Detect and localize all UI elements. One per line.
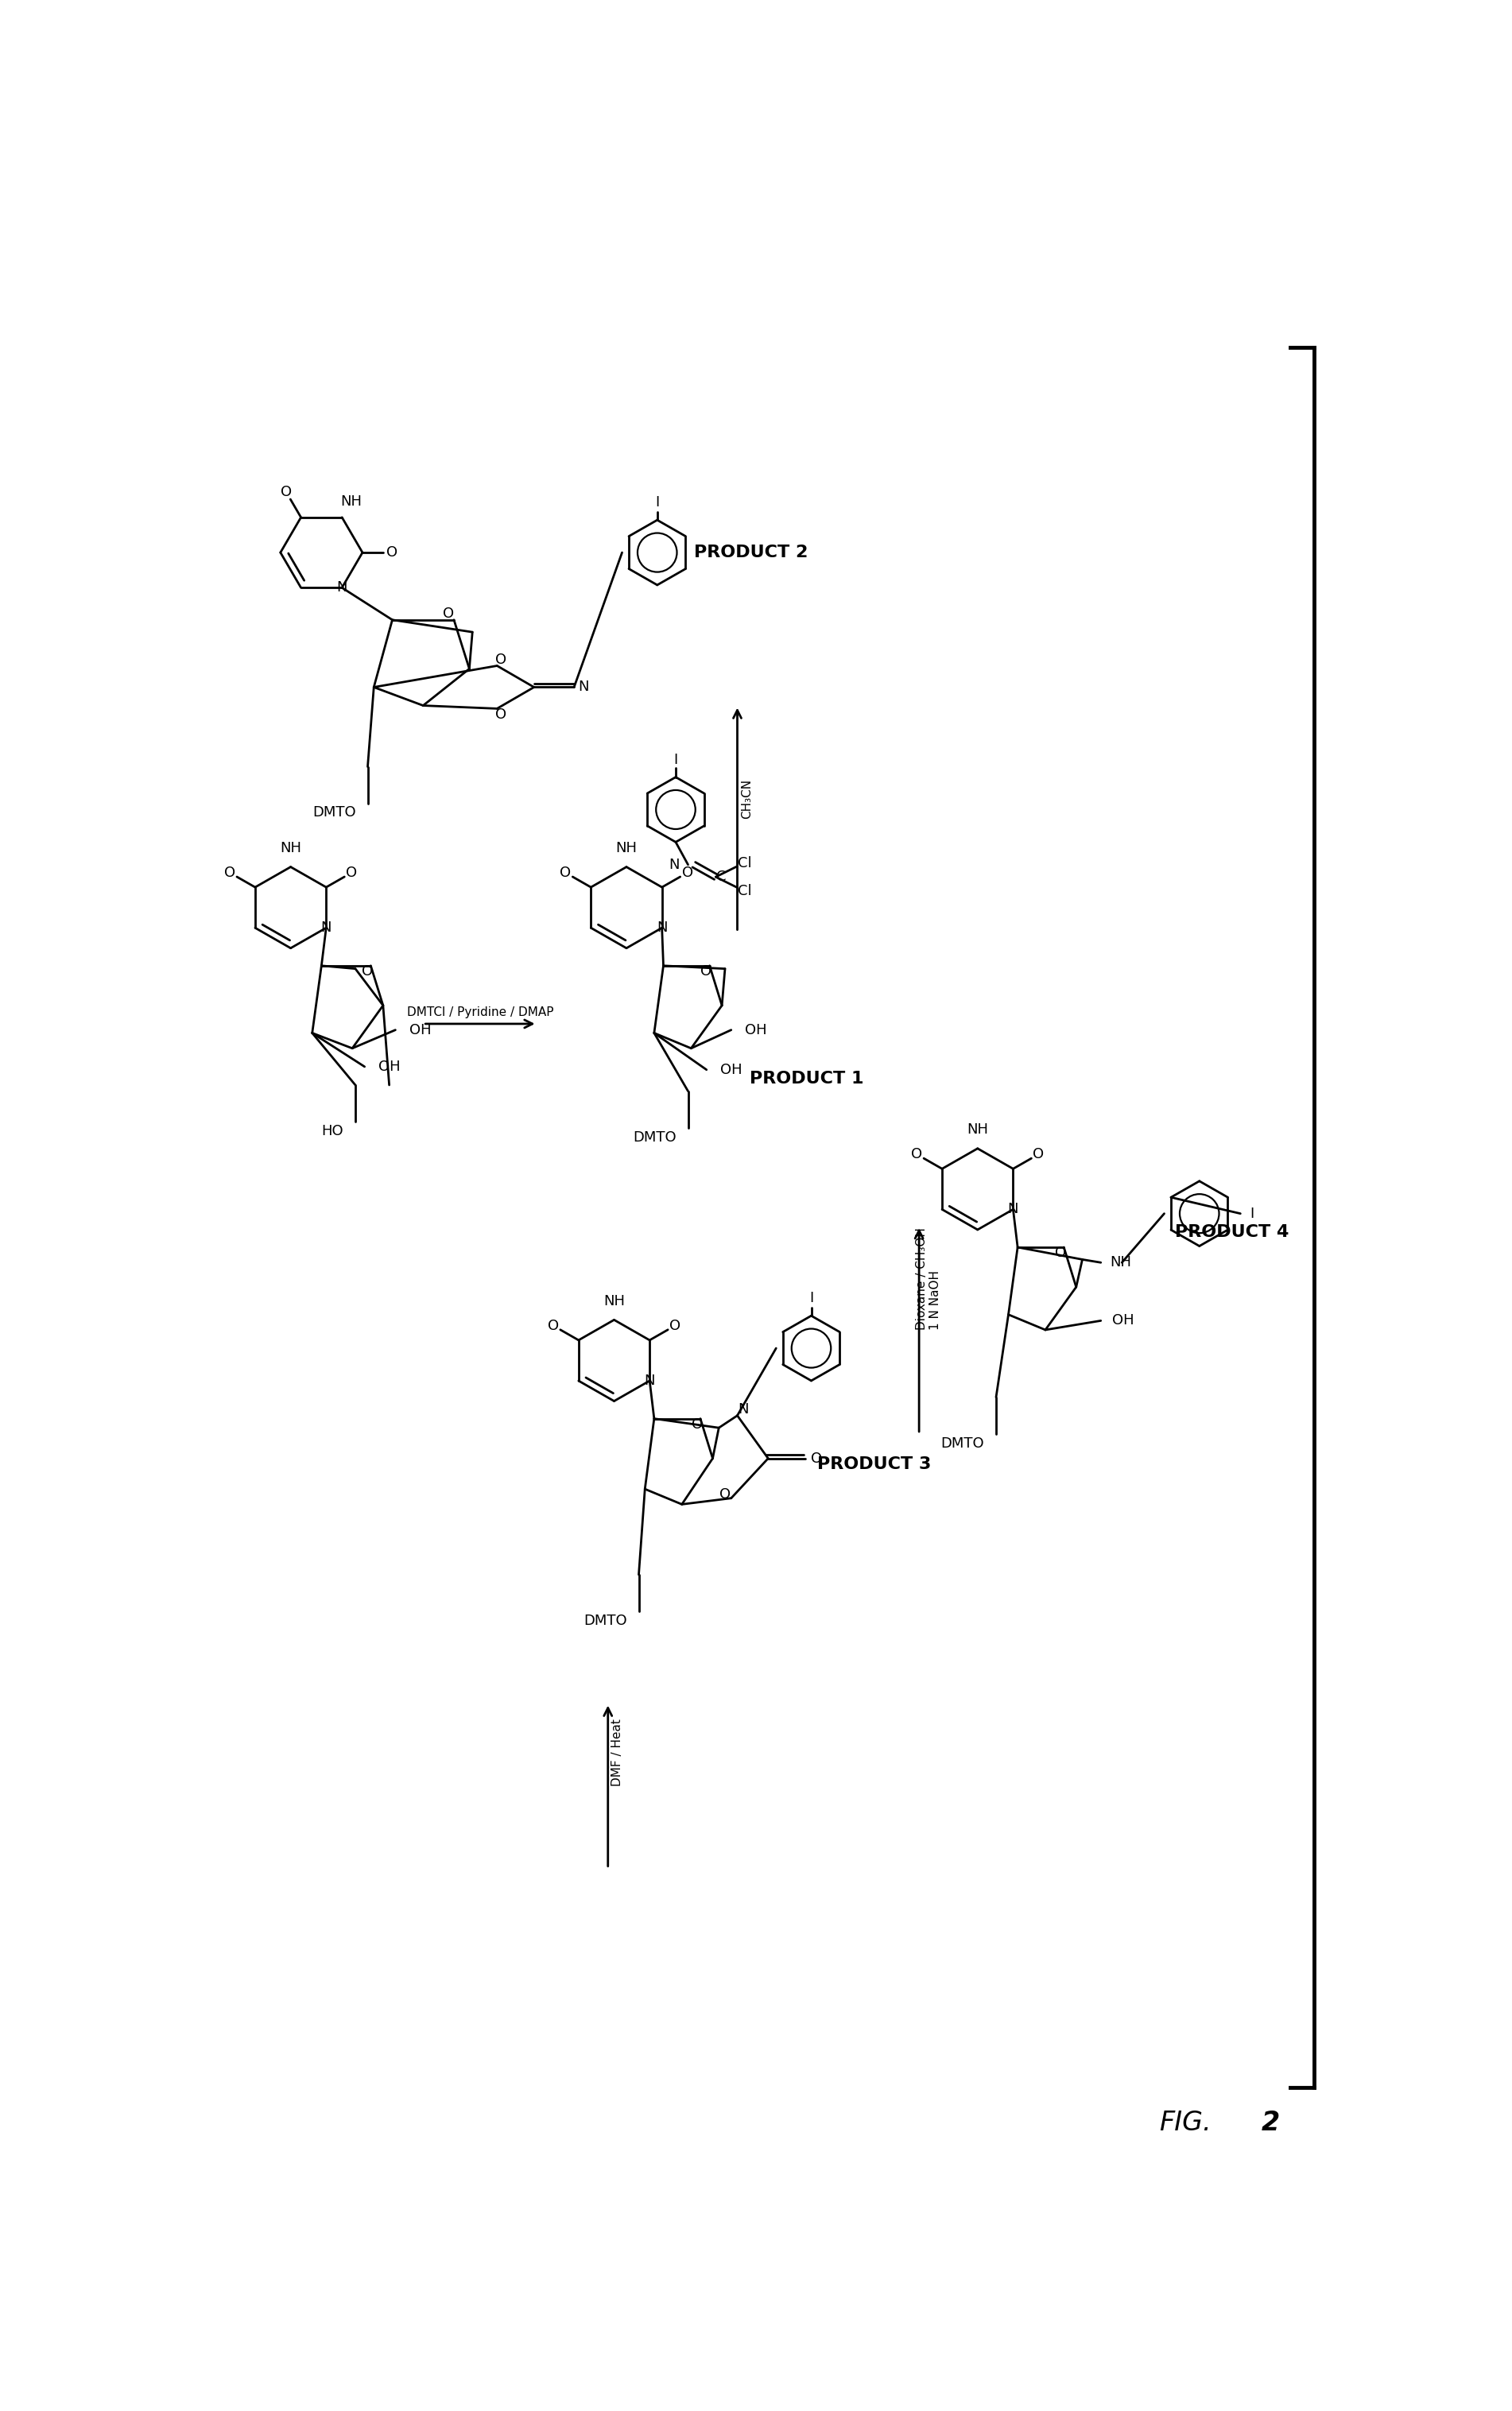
Text: Dioxane / CH₃OH
1 N NaOH: Dioxane / CH₃OH 1 N NaOH [916, 1227, 942, 1331]
Text: OH: OH [410, 1022, 431, 1037]
Text: DMTCl / Pyridine / DMAP: DMTCl / Pyridine / DMAP [407, 1005, 553, 1017]
Text: O: O [720, 1488, 730, 1502]
Text: N: N [337, 581, 348, 596]
Text: DMTO: DMTO [634, 1131, 676, 1145]
Text: O: O [559, 866, 572, 880]
Text: N: N [578, 680, 588, 694]
Text: O: O [691, 1418, 703, 1432]
Text: NH: NH [1110, 1256, 1131, 1271]
Text: O: O [682, 866, 692, 880]
Text: I: I [655, 497, 659, 509]
Text: CH₃CN: CH₃CN [741, 779, 753, 820]
Text: O: O [700, 964, 712, 979]
Text: O: O [281, 485, 292, 499]
Text: OH: OH [378, 1058, 401, 1073]
Text: O: O [547, 1319, 559, 1333]
Text: FIG.: FIG. [1158, 2110, 1211, 2136]
Text: N: N [656, 921, 667, 935]
Text: DMTO: DMTO [584, 1613, 627, 1627]
Text: N: N [644, 1374, 655, 1389]
Text: 2: 2 [1261, 2110, 1279, 2136]
Text: PRODUCT 1: PRODUCT 1 [750, 1070, 863, 1087]
Text: O: O [361, 964, 373, 979]
Text: HO: HO [322, 1124, 343, 1138]
Text: DMTO: DMTO [313, 805, 355, 820]
Text: DMF / Heat: DMF / Heat [611, 1719, 623, 1787]
Text: OH: OH [721, 1063, 742, 1078]
Text: NH: NH [615, 841, 637, 856]
Text: NH: NH [603, 1295, 624, 1309]
Text: OH: OH [745, 1022, 767, 1037]
Text: PRODUCT 3: PRODUCT 3 [818, 1456, 931, 1473]
Text: NH: NH [340, 494, 361, 509]
Text: O: O [670, 1319, 680, 1333]
Text: PRODUCT 4: PRODUCT 4 [1175, 1225, 1288, 1239]
Text: O: O [912, 1148, 922, 1162]
Text: O: O [346, 866, 357, 880]
Text: N: N [668, 858, 679, 873]
Text: PRODUCT 2: PRODUCT 2 [694, 545, 809, 559]
Text: C: C [717, 870, 727, 885]
Text: N: N [321, 921, 331, 935]
Text: O: O [386, 545, 398, 559]
Text: Cl: Cl [738, 885, 751, 897]
Text: O: O [812, 1451, 823, 1466]
Text: DMTO: DMTO [940, 1437, 984, 1451]
Text: I: I [1250, 1206, 1253, 1220]
Text: O: O [224, 866, 236, 880]
Text: N: N [1007, 1203, 1019, 1218]
Text: I: I [809, 1292, 813, 1304]
Text: O: O [1033, 1148, 1045, 1162]
Text: Cl: Cl [738, 856, 751, 870]
Text: O: O [443, 608, 454, 622]
Text: NH: NH [966, 1124, 989, 1138]
Text: O: O [1055, 1246, 1066, 1261]
Text: O: O [494, 653, 507, 668]
Text: NH: NH [280, 841, 301, 856]
Text: O: O [494, 706, 507, 721]
Text: N: N [738, 1403, 748, 1418]
Text: I: I [674, 752, 677, 767]
Text: OH: OH [1113, 1314, 1134, 1328]
